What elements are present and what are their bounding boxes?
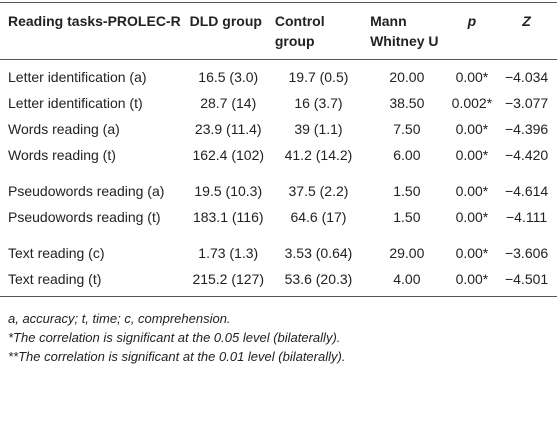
table-cell: 28.7 (14): [200, 95, 257, 111]
column-header: Control group: [270, 2, 367, 60]
table-row: Words reading (a) 23.9 (11.4) 39 (1.1) 7.50…: [0, 116, 557, 142]
row-label: Words reading (t): [8, 147, 116, 163]
table-cell: −4.614: [504, 183, 549, 199]
table-cell: 39 (1.1): [294, 121, 343, 137]
table-cell: −3.077: [504, 95, 549, 111]
data-table: Reading tasks-PROLEC-R DLD group Control g…: [0, 2, 557, 297]
table-cell: 41.2 (14.2): [284, 147, 353, 163]
table-cell: 37.5 (2.2): [288, 183, 349, 199]
table-cell: 0.00*: [455, 69, 489, 85]
row-label: Letter identification (t): [8, 95, 143, 111]
table-cell: −3.606: [504, 245, 549, 261]
footnote: **The correlation is significant at the …: [8, 349, 346, 364]
table-cell: −4.501: [496, 266, 557, 297]
column-header: Reading tasks-PROLEC-R: [0, 2, 186, 60]
table-cell: 23.9 (11.4): [194, 121, 262, 137]
table-cell: 29.00: [389, 245, 425, 261]
table-row: Text reading (t) 215.2 (127) 53.6 (20.3) 4.…: [0, 266, 557, 297]
table-cell: 0.00*: [447, 266, 497, 297]
column-header: Z: [496, 2, 557, 60]
footnotes: a, accuracy; t, time; c, comprehension. *…: [0, 309, 557, 366]
table-cell: 4.00: [366, 266, 448, 297]
table-cell: −4.034: [504, 69, 549, 85]
table-cell: 1.73 (1.3): [198, 245, 259, 261]
table-cell: 0.00*: [455, 121, 489, 137]
table-cell: 0.00*: [455, 147, 489, 163]
table-header: Reading tasks-PROLEC-R DLD group Control g…: [0, 2, 557, 60]
table-cell: −4.396: [504, 121, 549, 137]
table-cell: 0.00*: [455, 209, 489, 225]
table-cell: 215.2 (127): [185, 266, 271, 297]
table-cell: 1.50: [393, 183, 421, 199]
table-row: Letter identification (a) 16.5 (3.0) 19.7 …: [0, 60, 557, 91]
footnote: *The correlation is significant at the 0…: [8, 330, 341, 345]
table-cell: 20.00: [389, 69, 425, 85]
table-row: Letter identification (t) 28.7 (14) 16 (3.…: [0, 90, 557, 116]
table-cell: 183.1 (116): [192, 209, 264, 225]
table-cell: 19.7 (0.5): [288, 69, 349, 85]
table-cell: 162.4 (102): [192, 147, 265, 163]
table-cell: 0.00*: [455, 183, 489, 199]
row-label: Pseudowords reading (a): [8, 183, 165, 199]
table-row: Pseudowords reading (a) 19.5 (10.3) 37.5 (…: [0, 168, 557, 204]
table-cell: 19.5 (10.3): [194, 183, 263, 199]
table-cell: 53.6 (20.3): [270, 266, 367, 297]
table-cell: 16.5 (3.0): [198, 69, 259, 85]
table-row: Pseudowords reading (t) 183.1 (116) 64.6 (…: [0, 204, 557, 230]
table-cell: 1.50: [393, 209, 421, 225]
row-label: Words reading (a): [8, 121, 120, 137]
table-row: Text reading (c) 1.73 (1.3) 3.53 (0.64) 29.…: [0, 230, 557, 266]
column-header: DLD group: [185, 2, 271, 60]
table-cell: 0.00*: [455, 245, 489, 261]
table-cell: 7.50: [393, 121, 421, 137]
table-cell: 0.002*: [451, 95, 493, 111]
row-label: Letter identification (a): [8, 69, 147, 85]
table-cell: 38.50: [389, 95, 425, 111]
table-cell: −4.111: [506, 209, 548, 225]
column-header: Mann Whitney U: [366, 2, 448, 60]
table-cell: 3.53 (0.64): [284, 245, 353, 261]
row-label: Pseudowords reading (t): [8, 209, 161, 225]
table-body: Letter identification (a) 16.5 (3.0) 19.7 …: [0, 60, 557, 297]
header-row: Reading tasks-PROLEC-R DLD group Control g…: [0, 2, 557, 60]
footnote: a, accuracy; t, time; c, comprehension.: [8, 311, 231, 326]
table-cell: −4.420: [504, 147, 549, 163]
column-header: p: [447, 2, 497, 60]
row-label: Text reading (t): [0, 266, 186, 297]
table-cell: 6.00: [393, 147, 421, 163]
row-label: Text reading (c): [8, 245, 105, 261]
table-cell: 64.6 (17): [290, 209, 347, 225]
table-row: Words reading (t) 162.4 (102) 41.2 (14.2) 6…: [0, 142, 557, 168]
table-cell: 16 (3.7): [294, 95, 343, 111]
